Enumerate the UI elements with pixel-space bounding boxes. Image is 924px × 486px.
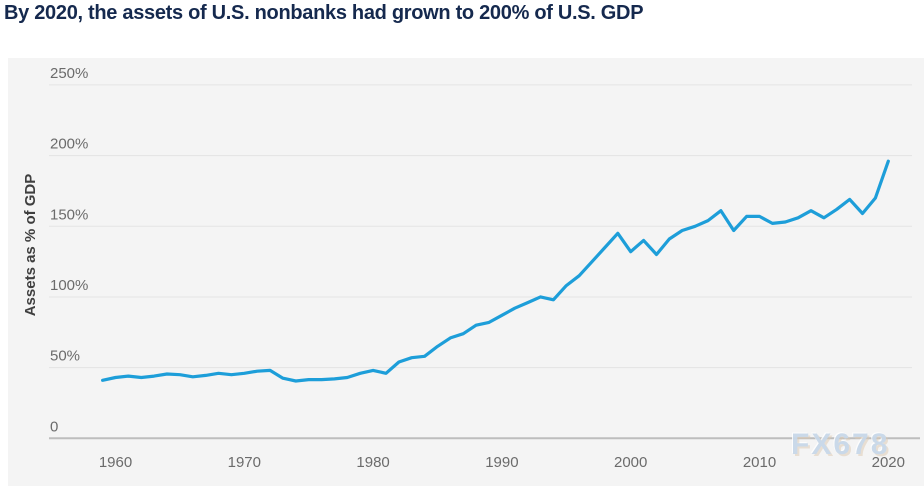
x-tick-label: 1980 (356, 454, 389, 471)
x-tick-label: 1970 (228, 454, 261, 471)
y-tick-label: 150% (50, 206, 88, 223)
x-tick-label: 1960 (99, 454, 132, 471)
y-tick-label: 200% (50, 136, 88, 153)
x-tick-label: 1990 (485, 454, 518, 471)
y-tick-label: 250% (50, 65, 88, 82)
x-tick-label: 2000 (614, 454, 647, 471)
chart-title: By 2020, the assets of U.S. nonbanks had… (4, 2, 644, 24)
y-tick-label: 50% (50, 348, 80, 365)
x-tick-label: 2010 (743, 454, 776, 471)
plot-area (8, 58, 924, 486)
watermark: FX678 (791, 428, 890, 461)
x-tick-label: 2020 (872, 454, 905, 471)
y-axis-title: Assets as % of GDP (22, 174, 39, 317)
assets-line (100, 159, 890, 383)
y-tick-label: 0 (50, 418, 58, 435)
y-tick-label: 100% (50, 277, 88, 294)
